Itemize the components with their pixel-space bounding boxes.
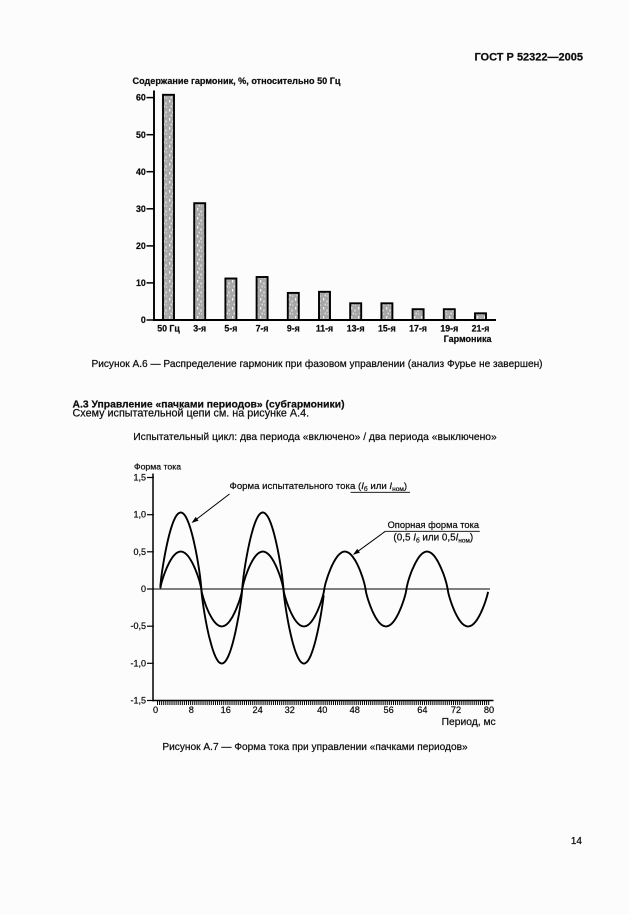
svg-text:-1,5: -1,5 — [130, 696, 146, 706]
svg-text:64: 64 — [417, 705, 427, 715]
svg-text:48: 48 — [350, 705, 360, 715]
svg-text:Рисунок А.7 — Форма тока при у: Рисунок А.7 — Форма тока при управлении … — [162, 742, 468, 753]
svg-text:1,0: 1,0 — [133, 510, 146, 520]
svg-text:17-я: 17-я — [409, 324, 427, 334]
svg-text:56: 56 — [383, 705, 393, 715]
svg-text:40: 40 — [317, 705, 327, 715]
svg-text:Период, мс: Период, мс — [442, 717, 496, 728]
svg-text:21-я: 21-я — [472, 324, 490, 334]
svg-text:0,5: 0,5 — [133, 547, 146, 557]
svg-text:0: 0 — [141, 315, 146, 325]
svg-text:(0,5 Iб или 0,5Iном): (0,5 Iб или 0,5Iном) — [393, 532, 473, 544]
svg-text:50: 50 — [136, 130, 146, 140]
svg-text:ГОСТ Р 52322—2005: ГОСТ Р 52322—2005 — [474, 52, 583, 64]
svg-text:10: 10 — [136, 278, 146, 288]
svg-text:20: 20 — [136, 241, 146, 251]
svg-text:-0,5: -0,5 — [130, 621, 146, 631]
svg-text:0: 0 — [141, 584, 146, 594]
svg-text:Опорная форма тока: Опорная форма тока — [388, 520, 480, 530]
svg-text:9-я: 9-я — [287, 324, 300, 334]
svg-text:3-я: 3-я — [193, 324, 206, 334]
svg-text:19-я: 19-я — [440, 324, 458, 334]
svg-text:7-я: 7-я — [256, 324, 269, 334]
svg-text:Форма испытательного тока (Iб: Форма испытательного тока (Iб или Iном) — [230, 481, 408, 493]
svg-text:72: 72 — [451, 705, 461, 715]
svg-text:14: 14 — [571, 836, 583, 847]
svg-text:Содержание гармоник, %, относи: Содержание гармоник, %, относительно 50 … — [133, 76, 341, 86]
svg-text:60: 60 — [136, 93, 146, 103]
svg-text:Испытательный цикл: два период: Испытательный цикл: два периода «включен… — [133, 432, 497, 443]
svg-text:30: 30 — [136, 204, 146, 214]
svg-text:Схему испытательной цепи см. н: Схему испытательной цепи см. на рисунке … — [73, 408, 310, 420]
svg-text:А.3 Управление «пачками перио: А.3 Управление «пачками периодов» (субга… — [73, 398, 345, 410]
svg-text:50 Гц: 50 Гц — [157, 324, 180, 334]
svg-text:13-я: 13-я — [347, 324, 365, 334]
svg-text:32: 32 — [285, 705, 295, 715]
svg-text:0: 0 — [153, 705, 158, 715]
svg-text:Рисунок А.6 — Распределение га: Рисунок А.6 — Распределение гармоник при… — [91, 358, 542, 370]
svg-text:Гармоника: Гармоника — [444, 334, 493, 344]
svg-text:24: 24 — [252, 705, 262, 715]
svg-text:16: 16 — [221, 705, 231, 715]
svg-text:Форма тока: Форма тока — [134, 462, 181, 472]
svg-text:11-я: 11-я — [316, 324, 333, 334]
svg-text:5-я: 5-я — [224, 324, 237, 334]
svg-text:80: 80 — [484, 705, 494, 715]
svg-text:-1,0: -1,0 — [130, 658, 146, 668]
svg-text:40: 40 — [136, 167, 146, 177]
svg-text:8: 8 — [189, 705, 194, 715]
svg-text:1,5: 1,5 — [133, 473, 146, 483]
svg-text:15-я: 15-я — [378, 324, 396, 334]
